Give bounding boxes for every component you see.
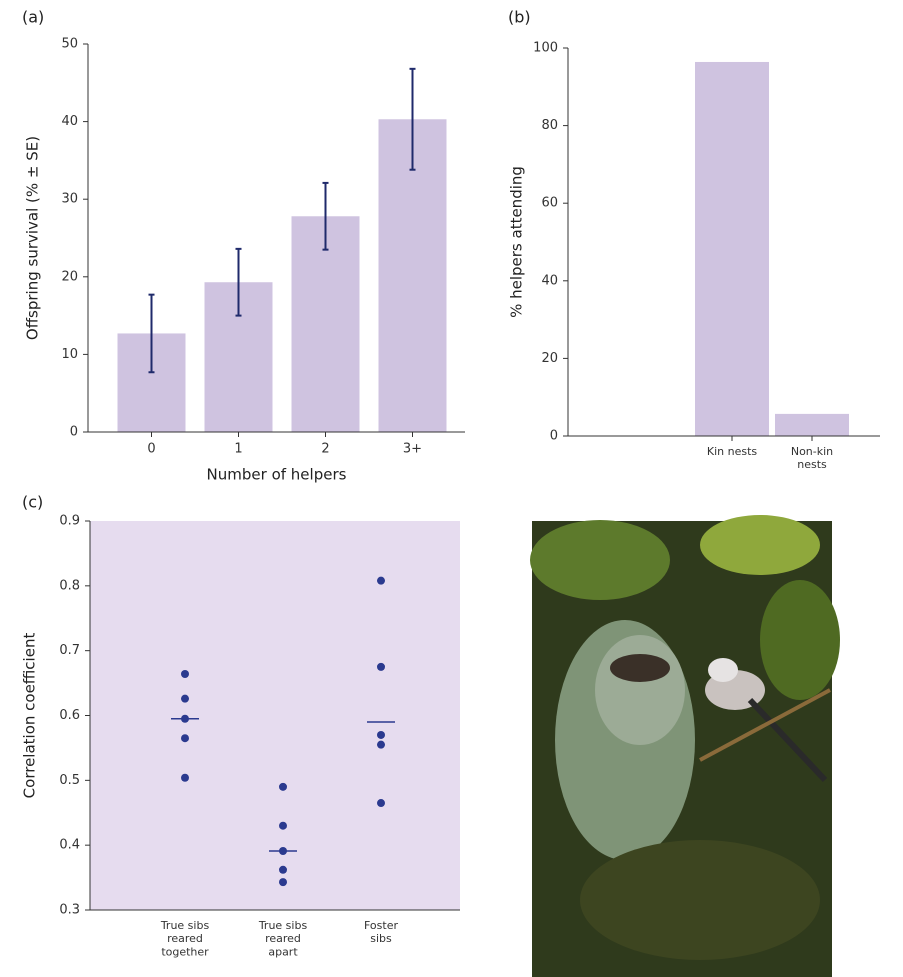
y-tick-label: 40 — [61, 114, 78, 129]
y-tick-label: 0.5 — [59, 773, 80, 788]
x-tick-label: 0 — [147, 442, 155, 457]
x-tick-label: 2 — [321, 442, 329, 457]
y-tick-label: 50 — [61, 37, 78, 52]
y-axis-title: Offspring survival (% ± SE) — [24, 136, 42, 340]
point — [377, 730, 385, 739]
x-tick-label: 3+ — [403, 442, 422, 457]
y-tick-label: 0.8 — [59, 578, 80, 593]
point — [181, 734, 189, 743]
plot-background — [90, 521, 460, 910]
point — [181, 694, 189, 703]
x-tick-label: True sibs reared together — [160, 919, 210, 958]
y-tick-label: 10 — [61, 347, 78, 362]
point — [377, 576, 385, 585]
y-tick-label: 0.7 — [59, 643, 80, 658]
x-tick-label: Foster sibs — [364, 919, 398, 945]
bird-tail — [747, 697, 828, 783]
foliage — [580, 840, 820, 960]
foliage — [530, 520, 670, 600]
point — [279, 865, 287, 874]
bar — [775, 413, 849, 436]
bar — [378, 119, 447, 432]
panel-label: (a) — [22, 8, 44, 27]
y-tick-label: 20 — [61, 269, 78, 284]
y-tick-label: 0.9 — [59, 514, 80, 529]
y-axis-title: % helpers attending — [508, 166, 526, 318]
y-tick-label: 100 — [533, 41, 558, 56]
twig — [699, 688, 831, 762]
y-tick-label: 20 — [541, 351, 558, 366]
point — [279, 878, 287, 887]
chicks — [610, 654, 670, 682]
point — [279, 821, 287, 830]
y-tick-label: 80 — [541, 118, 558, 133]
y-tick-label: 0.4 — [59, 838, 80, 853]
x-tick-label: Kin nests — [707, 445, 758, 458]
x-axis-title: Number of helpers — [207, 466, 347, 484]
foliage — [700, 515, 820, 575]
foliage — [760, 580, 840, 700]
point — [181, 670, 189, 679]
y-tick-label: 0.6 — [59, 708, 80, 723]
x-tick-label: True sibs reared apart — [258, 919, 308, 958]
y-tick-label: 0.3 — [59, 903, 80, 918]
panel-label: (b) — [508, 8, 531, 27]
bird-head — [708, 658, 738, 682]
panel-label: (c) — [22, 493, 43, 512]
y-tick-label: 0 — [70, 425, 78, 440]
y-tick-label: 40 — [541, 273, 558, 288]
point — [377, 662, 385, 671]
nest — [595, 635, 685, 745]
point — [377, 740, 385, 749]
y-tick-label: 60 — [541, 196, 558, 211]
y-tick-label: 30 — [61, 192, 78, 207]
y-axis-title: Correlation coefficient — [21, 633, 39, 799]
photo — [530, 515, 840, 977]
point — [279, 782, 287, 791]
x-tick-label: Non-kin nests — [791, 445, 833, 471]
point — [181, 773, 189, 782]
bar — [695, 61, 769, 437]
y-tick-label: 0 — [550, 429, 558, 444]
bar — [291, 216, 360, 432]
point — [377, 799, 385, 808]
x-tick-label: 1 — [234, 442, 242, 457]
